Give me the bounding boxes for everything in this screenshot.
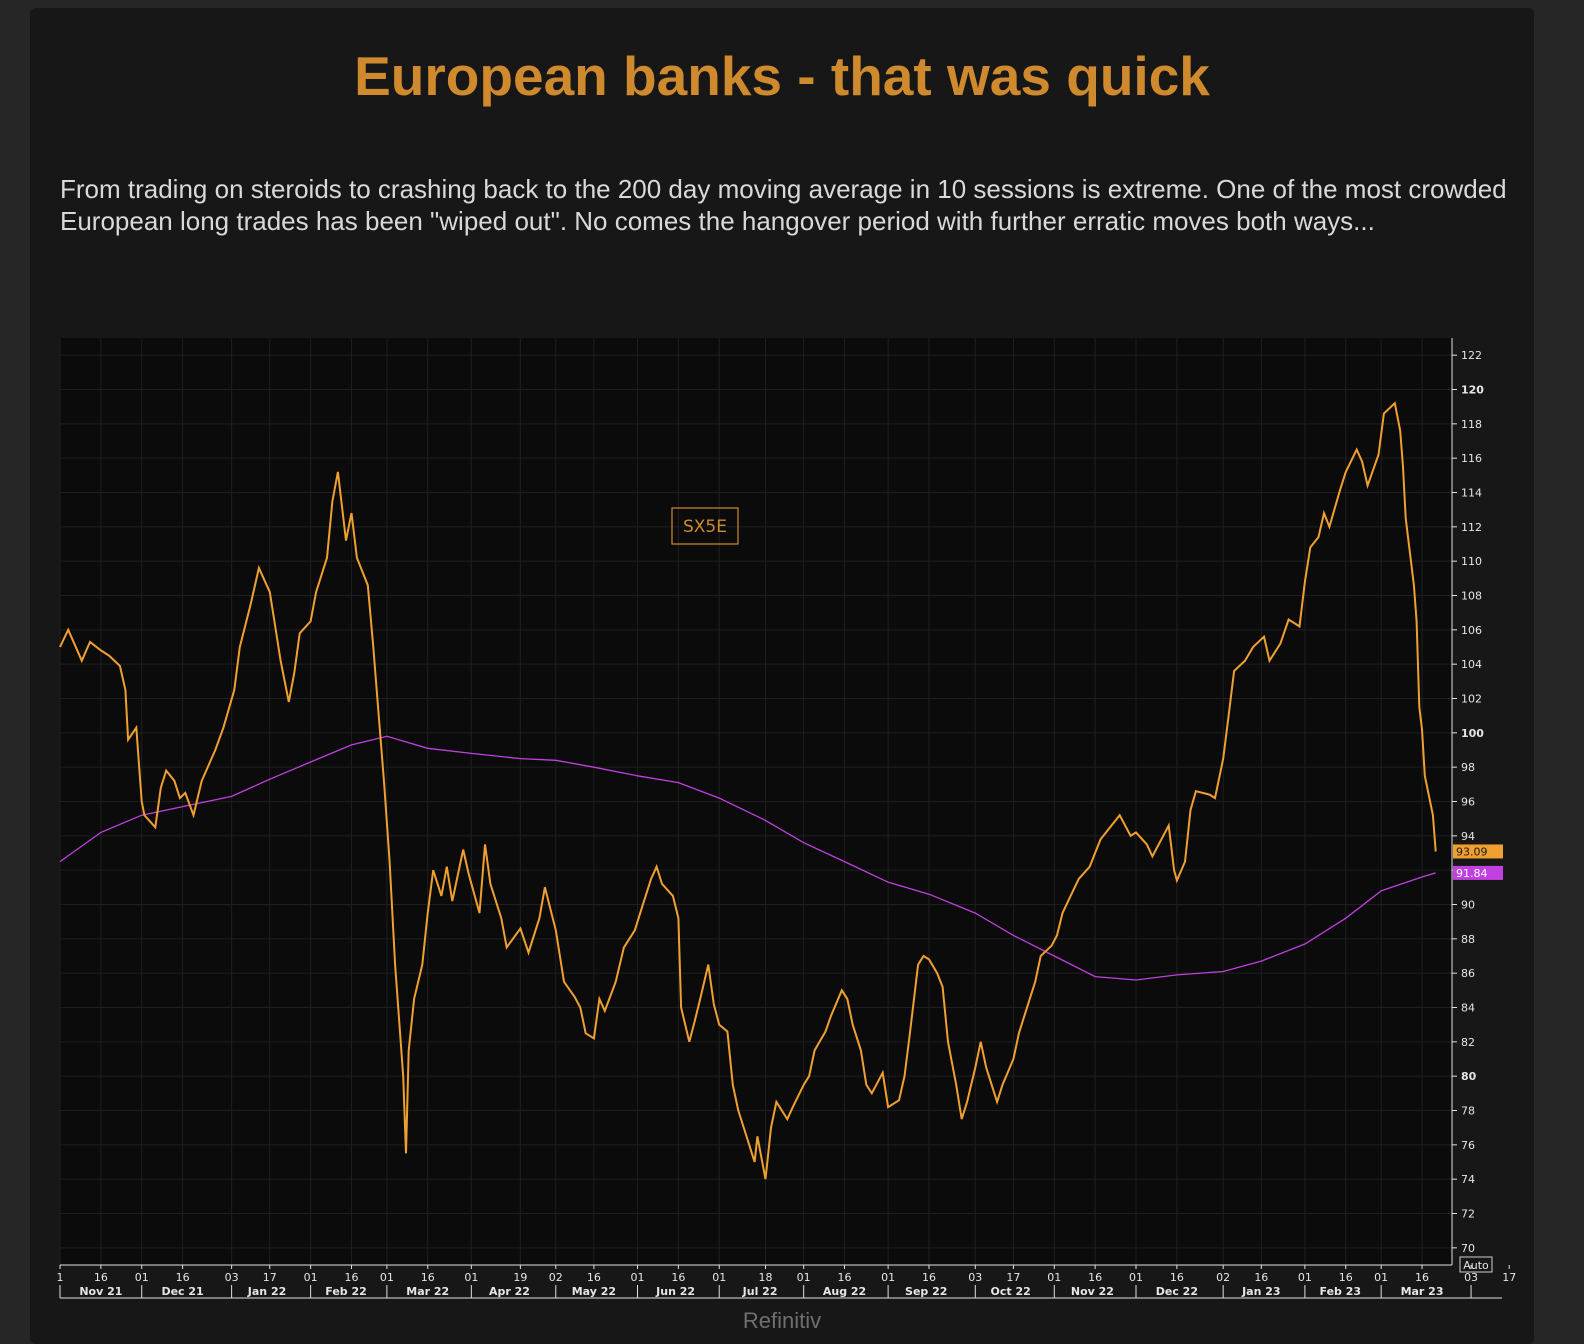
x-day-label: 16 <box>1088 1271 1102 1284</box>
last-value-label: 93.09 <box>1456 845 1488 858</box>
x-month-label: Aug 22 <box>823 1285 866 1298</box>
y-tick-label: 86 <box>1461 967 1475 980</box>
x-day-label: 01 <box>1129 1271 1143 1284</box>
x-month-label: Nov 22 <box>1071 1285 1114 1298</box>
x-month-label: Jun 22 <box>655 1285 695 1298</box>
x-day-label: 1 <box>57 1271 64 1284</box>
y-tick-label: 118 <box>1461 418 1482 431</box>
x-day-label: 16 <box>922 1271 936 1284</box>
chart-title: European banks - that was quick <box>354 45 1210 107</box>
x-day-label: 01 <box>380 1271 394 1284</box>
price-line <box>59 401 1437 1180</box>
x-day-label: 01 <box>1374 1271 1388 1284</box>
x-day-label: 16 <box>94 1271 108 1284</box>
x-day-label: 16 <box>671 1271 685 1284</box>
y-tick-label: 114 <box>1461 487 1482 500</box>
y-tick-label: 100 <box>1461 727 1484 740</box>
x-day-label: 01 <box>797 1271 811 1284</box>
x-month-label: Apr 22 <box>489 1285 530 1298</box>
x-month-label: Nov 21 <box>79 1285 122 1298</box>
y-axis: 7072747678808284868890929496981001021041… <box>1452 349 1493 1273</box>
x-day-label: 17 <box>1502 1271 1516 1284</box>
x-month-label: Feb 23 <box>1320 1285 1362 1298</box>
x-day-label: 16 <box>1254 1271 1268 1284</box>
x-month-label: Sep 22 <box>905 1285 947 1298</box>
x-day-label: 01 <box>304 1271 318 1284</box>
x-month-label: Dec 21 <box>161 1285 203 1298</box>
moving-average-line <box>59 735 1436 981</box>
legend-label: SX5E <box>683 517 727 537</box>
x-axis: 1 16 01 16 03 17 01 16 01 16 01 19 02 16 01 16 01 18 01 16 0… <box>57 1265 1516 1299</box>
y-tick-label: 94 <box>1461 830 1475 843</box>
x-month-label: Mar 23 <box>1401 1285 1444 1298</box>
x-day-label: 01 <box>631 1271 645 1284</box>
x-month-label: Dec 22 <box>1156 1285 1198 1298</box>
last-value-tag <box>1453 844 1503 859</box>
y-tick-label: 120 <box>1461 384 1484 397</box>
x-day-label: 01 <box>135 1271 149 1284</box>
y-tick-label: 122 <box>1461 349 1482 362</box>
x-day-label: 16 <box>1415 1271 1429 1284</box>
x-month-label: Jan 22 <box>247 1285 286 1298</box>
y-tick-label: 102 <box>1461 693 1482 706</box>
y-tick-label: 96 <box>1461 796 1475 809</box>
x-day-label: 16 <box>1170 1271 1184 1284</box>
y-tick-label: 116 <box>1461 452 1482 465</box>
chart-card: European banks - that was quick From tra… <box>30 8 1534 1344</box>
legend-box: SX5E <box>671 507 739 545</box>
y-tick-label: 76 <box>1461 1139 1475 1152</box>
x-day-label: 17 <box>1006 1271 1020 1284</box>
y-tick-label: 82 <box>1461 1036 1475 1049</box>
y-tick-label: 90 <box>1461 899 1475 912</box>
y-tick-label: 88 <box>1461 933 1475 946</box>
x-day-label: 03 <box>225 1271 239 1284</box>
auto-scale-label: Auto <box>1463 1259 1489 1272</box>
x-day-label: 01 <box>881 1271 895 1284</box>
x-month-label: Jan 23 <box>1241 1285 1280 1298</box>
x-month-label: Feb 22 <box>325 1285 367 1298</box>
y-tick-label: 80 <box>1461 1070 1477 1083</box>
x-day-label: 01 <box>1047 1271 1061 1284</box>
y-tick-label: 110 <box>1461 555 1482 568</box>
x-day-label: 16 <box>1339 1271 1353 1284</box>
chart-description: From trading on steroids to crashing bac… <box>60 174 1507 236</box>
x-day-label: 03 <box>1464 1271 1478 1284</box>
x-day-label: 16 <box>421 1271 435 1284</box>
x-day-label: 03 <box>968 1271 982 1284</box>
chart-svg: SX5E 70727476788082848688909294969810010… <box>57 338 1516 1299</box>
y-tick-label: 112 <box>1461 521 1482 534</box>
x-day-label: 01 <box>712 1271 726 1284</box>
x-day-label: 16 <box>587 1271 601 1284</box>
x-day-label: 19 <box>513 1271 527 1284</box>
x-day-label: 01 <box>464 1271 478 1284</box>
x-day-label: 02 <box>549 1271 563 1284</box>
x-day-label: 18 <box>759 1271 773 1284</box>
x-day-label: 16 <box>838 1271 852 1284</box>
x-day-label: 02 <box>1216 1271 1230 1284</box>
last-value-tag <box>1453 865 1503 880</box>
y-tick-label: 98 <box>1461 761 1475 774</box>
x-day-label: 16 <box>176 1271 190 1284</box>
auto-scale-box <box>1459 1256 1493 1273</box>
gridlines <box>59 338 1452 1265</box>
last-value-tags: 93.09 91.84 <box>1453 844 1503 880</box>
y-tick-label: 84 <box>1461 1002 1475 1015</box>
y-tick-label: 108 <box>1461 590 1482 603</box>
x-month-label: Jul 22 <box>742 1285 778 1298</box>
y-tick-label: 72 <box>1461 1208 1475 1221</box>
x-day-label: 16 <box>344 1271 358 1284</box>
y-tick-label: 74 <box>1461 1173 1475 1186</box>
x-month-label: May 22 <box>572 1285 616 1298</box>
x-day-label: 01 <box>1298 1271 1312 1284</box>
x-month-label: Oct 22 <box>991 1285 1031 1298</box>
y-tick-label: 106 <box>1461 624 1482 637</box>
y-tick-label: 70 <box>1461 1242 1475 1255</box>
y-tick-label: 78 <box>1461 1105 1475 1118</box>
source-label: Refinitiv <box>742 1308 822 1333</box>
x-month-label: Mar 22 <box>406 1285 449 1298</box>
last-value-label: 91.84 <box>1456 867 1488 880</box>
y-tick-label: 104 <box>1461 658 1482 671</box>
x-day-label: 17 <box>263 1271 277 1284</box>
